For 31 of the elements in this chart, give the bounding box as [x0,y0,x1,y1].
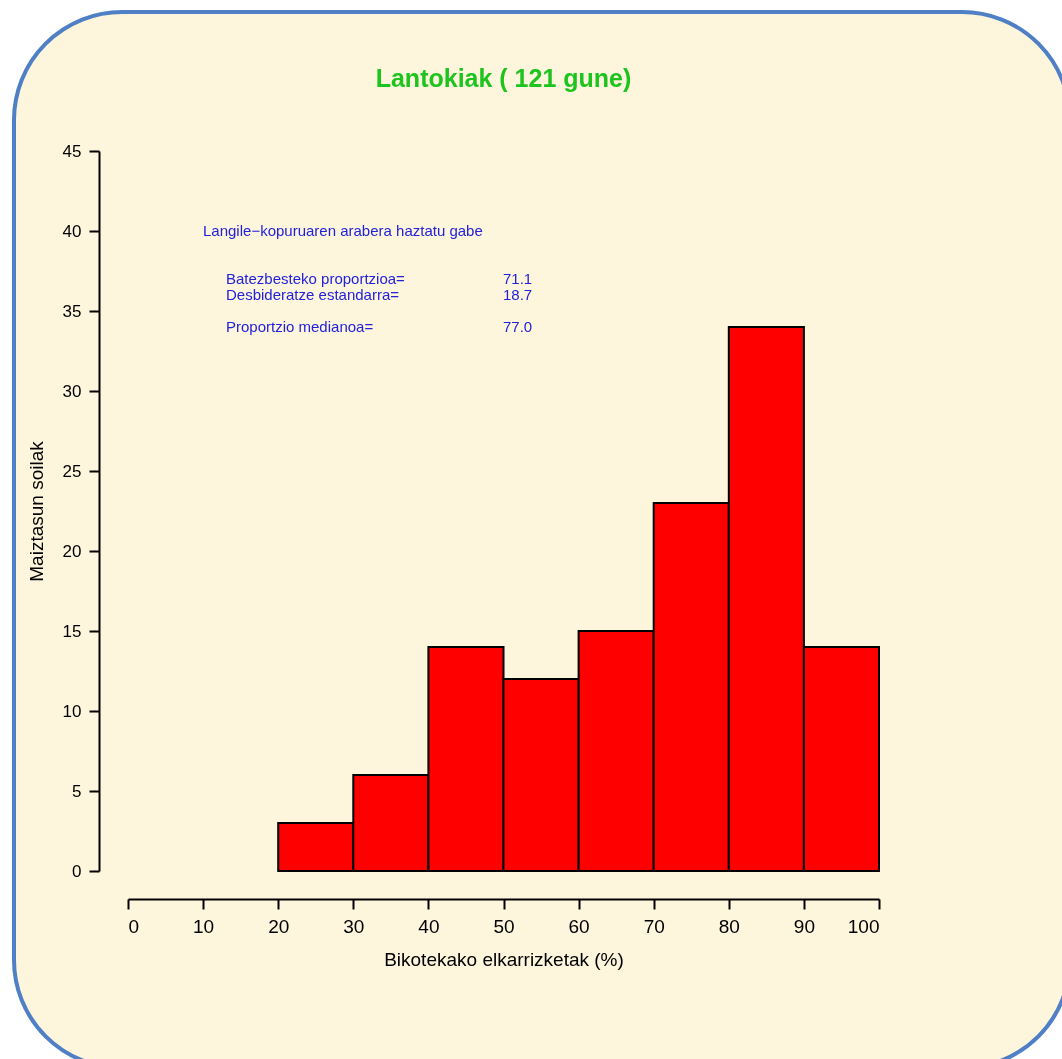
y-tick-label: 35 [62,301,82,321]
x-tick-label: 60 [568,915,590,937]
annotation: Batezbesteko proportzioa= [226,270,406,287]
y-tick-label: 10 [62,701,82,721]
y-tick-label: 15 [62,621,82,641]
y-tick-label: 5 [72,781,82,801]
x-tick-label: 30 [343,915,365,937]
chart-title: Lantokiak ( 121 gune) [375,64,632,92]
x-tick-label: 40 [418,915,440,937]
y-tick-label: 25 [62,461,82,481]
y-tick-label: 30 [62,381,82,401]
y-tick-label: 0 [72,861,82,881]
annotation: 71.1 [503,270,533,287]
x-tick-label: 80 [718,915,740,937]
x-tick-label: 20 [268,915,290,937]
y-tick-label: 45 [62,141,82,161]
x-tick-label: 10 [193,915,215,937]
x-tick-label: 100 [847,915,880,937]
annotation: Desbideratze estandarra= [226,286,400,303]
annotation: 77.0 [503,318,533,335]
annotation: Proportzio medianoa= [226,318,374,335]
annotation: Langile−kopuruaren arabera haztatu gabe [203,222,483,239]
y-axis-title: Maiztasun soilak [25,440,47,582]
x-tick-label: 90 [793,915,815,937]
x-tick-label: 50 [493,915,515,937]
annotation: 18.7 [503,286,533,303]
x-tick-label: 0 [128,915,140,937]
y-tick-label: 40 [62,221,82,241]
x-tick-label: 70 [643,915,665,937]
y-tick-label: 20 [62,541,82,561]
x-axis-title: Bikotekako elkarrizketak (%) [384,948,624,970]
